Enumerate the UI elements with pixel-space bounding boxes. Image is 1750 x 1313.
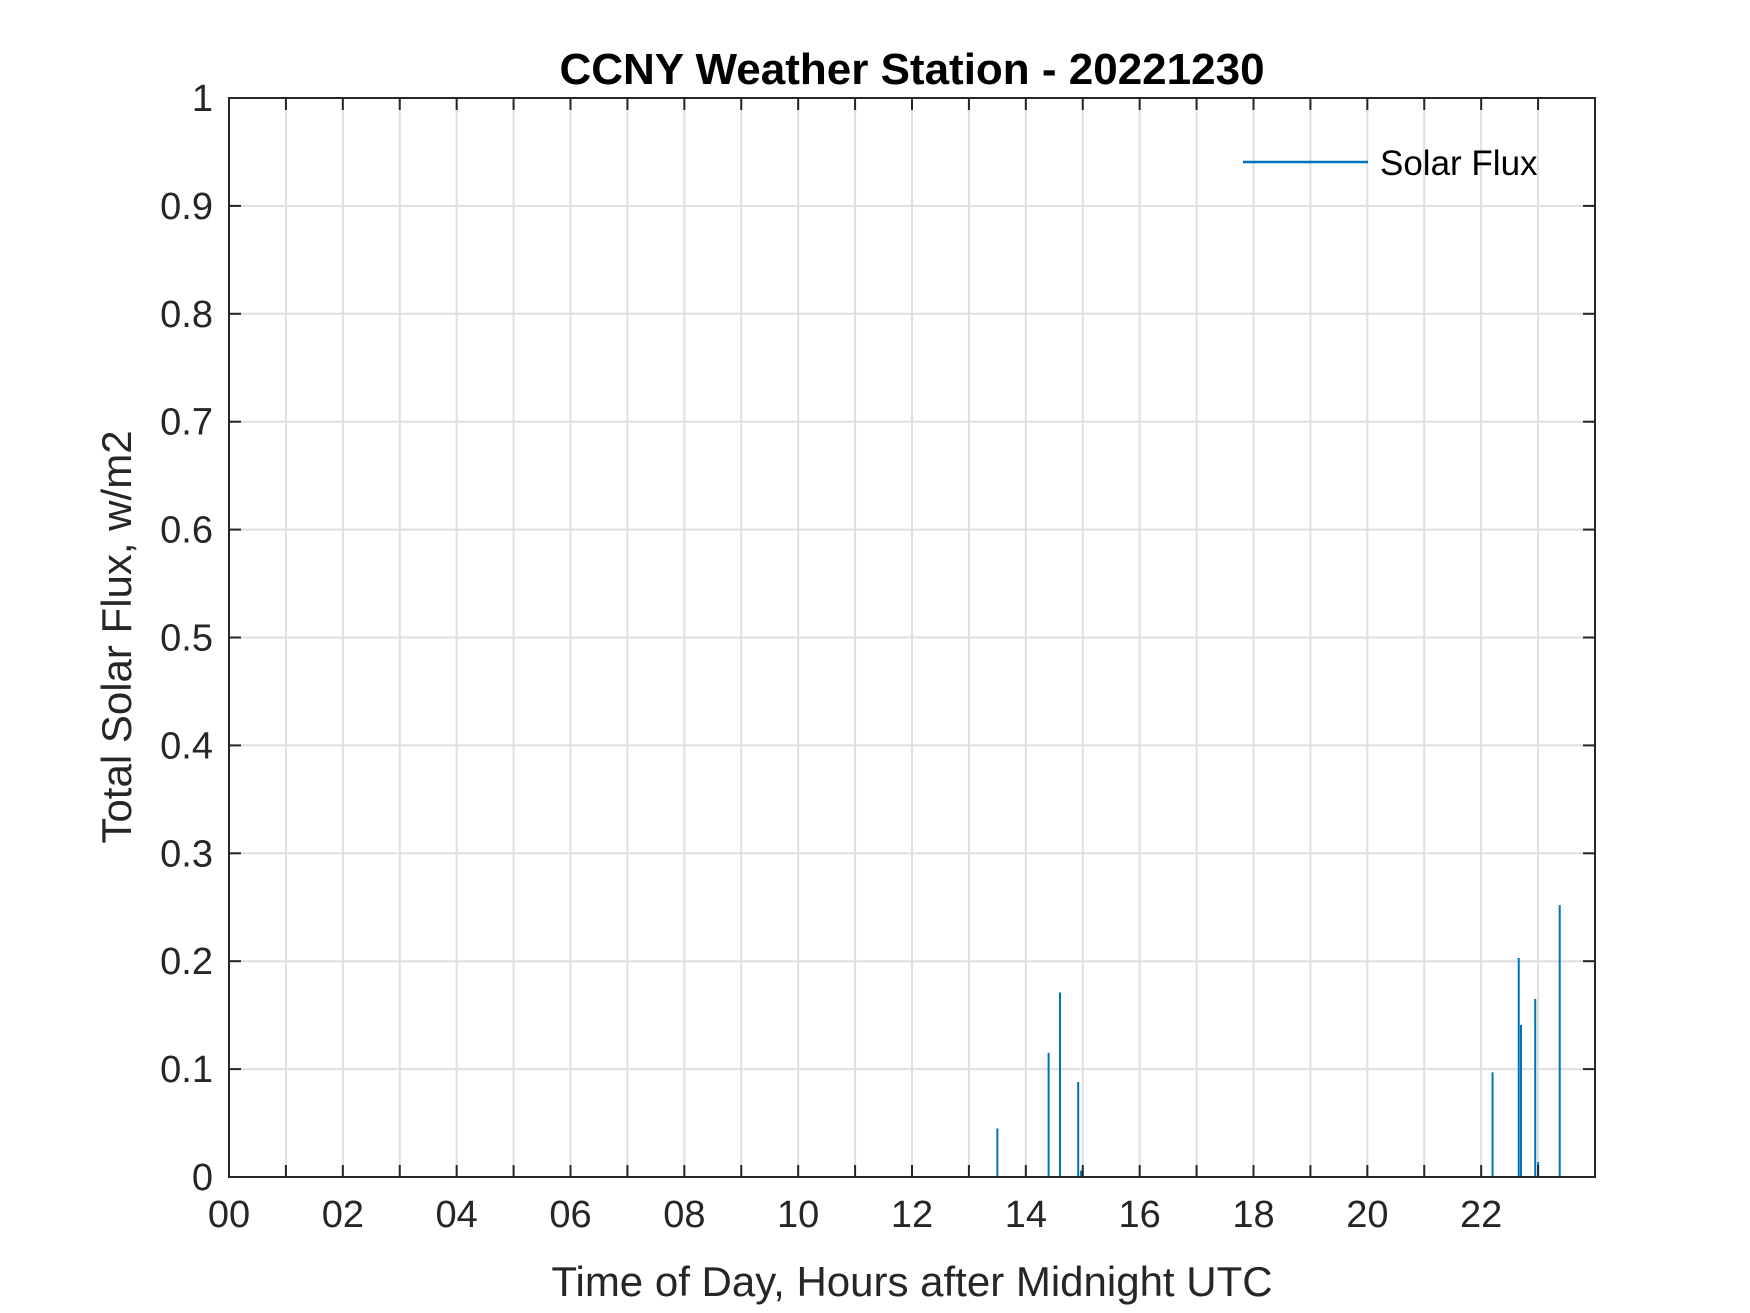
- x-tick-label: 12: [891, 1194, 933, 1236]
- x-tick-label: 06: [549, 1194, 591, 1236]
- x-tick-label: 16: [1119, 1194, 1161, 1236]
- y-tick-label: 0.7: [160, 402, 213, 444]
- legend: Solar Flux: [1243, 144, 1538, 183]
- x-tick-label: 04: [436, 1194, 478, 1236]
- y-tick-label: 0: [192, 1157, 213, 1199]
- y-tick-label: 0.8: [160, 294, 213, 336]
- legend-label-solar-flux: Solar Flux: [1380, 144, 1538, 183]
- x-tick-label: 10: [777, 1194, 819, 1236]
- x-tick-label: 20: [1346, 1194, 1388, 1236]
- x-tick-labels: 00 02 04 06 08 10 12 14 16 18 20 22: [208, 1194, 1502, 1236]
- grid-lines: [229, 98, 1595, 1177]
- y-tick-label: 0.2: [160, 941, 213, 983]
- y-tick-label: 0.3: [160, 833, 213, 875]
- y-tick-label: 1: [192, 78, 213, 120]
- chart-title: CCNY Weather Station - 20221230: [559, 45, 1264, 94]
- x-tick-label: 00: [208, 1194, 250, 1236]
- series-solar-flux: [996, 905, 1561, 1177]
- y-tick-label: 0.5: [160, 618, 213, 660]
- y-tick-label: 0.9: [160, 186, 213, 228]
- y-tick-label: 0.1: [160, 1049, 213, 1091]
- y-tick-label: 0.4: [160, 725, 213, 767]
- y-tick-labels: 0 0.1 0.2 0.3 0.4 0.5 0.6 0.7 0.8 0.9 1: [160, 78, 213, 1199]
- x-tick-label: 08: [663, 1194, 705, 1236]
- x-tick-label: 22: [1460, 1194, 1502, 1236]
- x-tick-label: 02: [322, 1194, 364, 1236]
- y-tick-label: 0.6: [160, 510, 213, 552]
- x-tick-label: 18: [1232, 1194, 1274, 1236]
- x-axis-label: Time of Day, Hours after Midnight UTC: [551, 1258, 1272, 1305]
- x-tick-label: 14: [1005, 1194, 1047, 1236]
- plot-frame: [228, 97, 1596, 1178]
- y-axis-label: Total Solar Flux, w/m2: [93, 430, 140, 843]
